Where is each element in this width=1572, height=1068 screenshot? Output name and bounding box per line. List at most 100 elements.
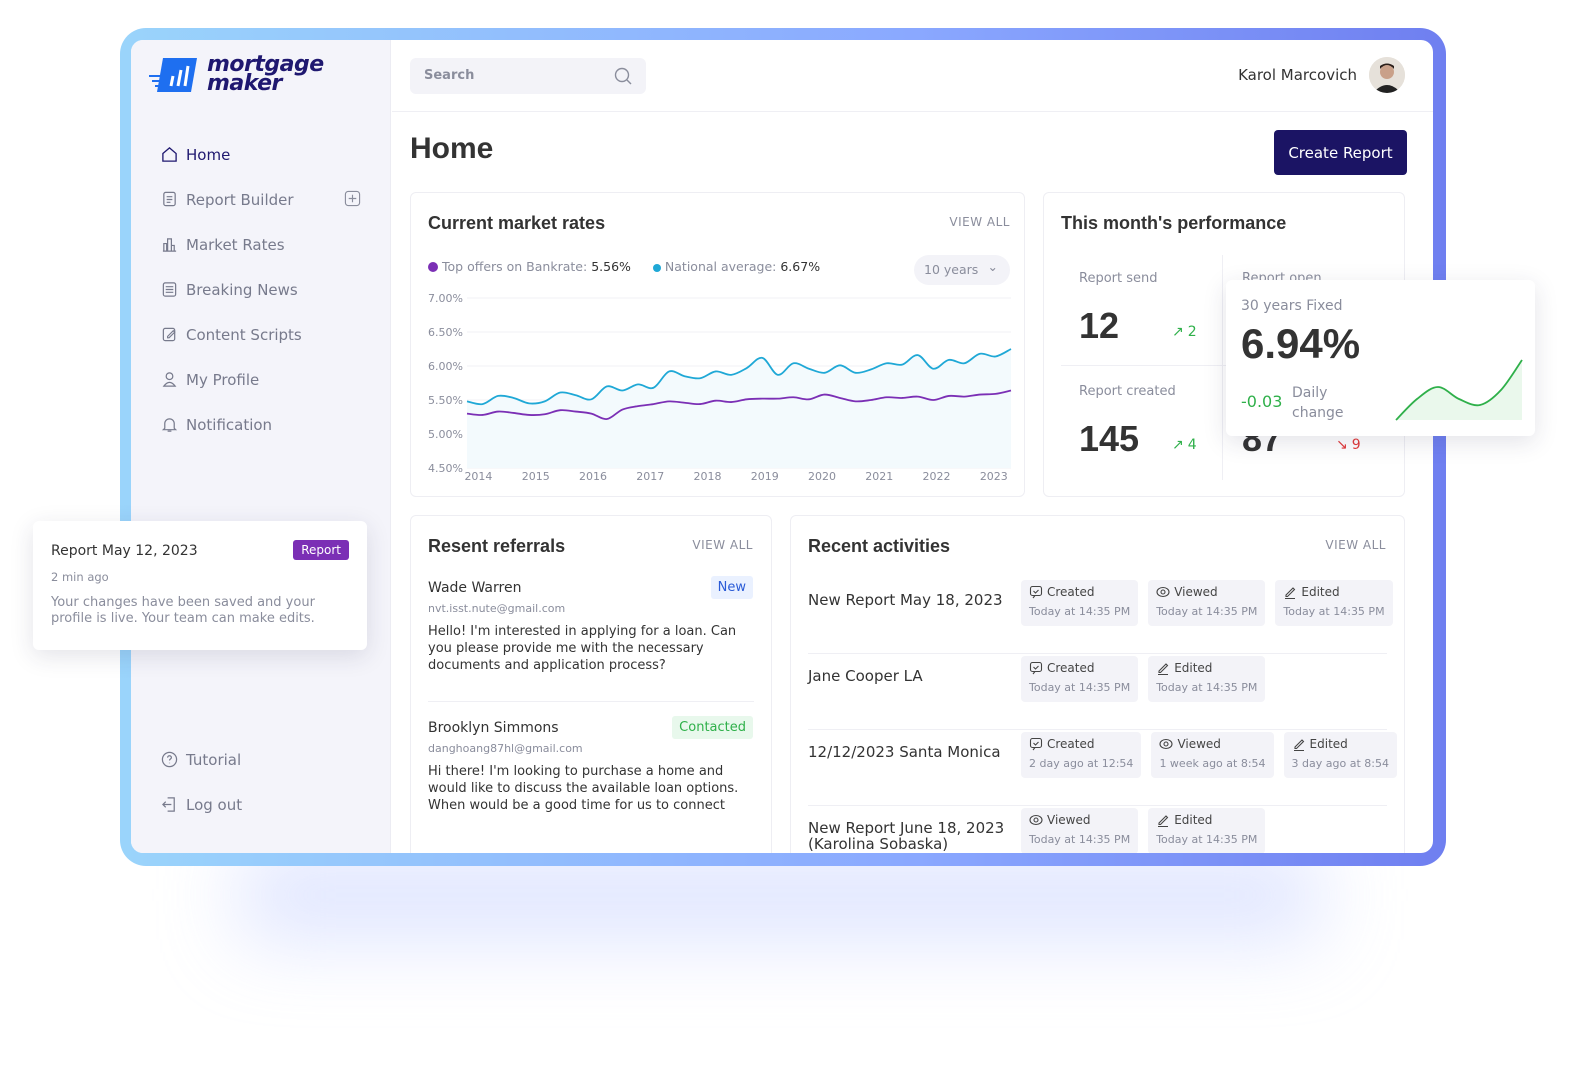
activity-row[interactable]: 12/12/2023 Santa Monica Created 2 day ago … (808, 730, 1397, 806)
trend-up-icon: ↗ (1172, 437, 1184, 453)
y-tick-label: 4.50% (428, 462, 463, 475)
activity-title: New Report May 18, 2023 (808, 591, 1003, 609)
x-tick-label: 2017 (636, 470, 664, 483)
activity-event-chip: Edited 3 day ago at 8:54 (1283, 732, 1397, 778)
metric-delta: ↗ 4 (1172, 437, 1197, 453)
event-time: Today at 14:35 PM (1156, 605, 1258, 618)
chart-legend: Top offers on Bankrate: 5.56% National av… (428, 259, 820, 274)
fixed-rate-label: 30 years Fixed (1241, 298, 1343, 314)
view-all-link[interactable]: VIEW ALL (949, 215, 1010, 229)
sidebar-item-content-scripts[interactable]: Content Scripts (161, 312, 361, 357)
user-icon (161, 371, 178, 388)
delta-value: 2 (1187, 324, 1197, 340)
event-type: Viewed (1174, 585, 1218, 599)
pencil-icon (1293, 739, 1304, 751)
bar-chart-icon (161, 236, 178, 253)
delta-value: 4 (1187, 437, 1197, 453)
toast-time: 2 min ago (51, 570, 109, 584)
sidebar-bottom-nav: Tutorial Log out (161, 737, 361, 827)
legend-item: National average: 6.67% (652, 259, 820, 274)
event-time: 3 day ago at 8:54 (1291, 757, 1389, 770)
document-icon (161, 191, 178, 208)
metric-value: 145 (1079, 418, 1140, 459)
activity-title: 12/12/2023 Santa Monica (808, 743, 1001, 761)
user-name: Karol Marcovich (1238, 66, 1357, 84)
series-line-national-average (466, 348, 1012, 406)
range-dropdown[interactable]: 10 years ⌄ (914, 255, 1010, 285)
sidebar-item-label: Market Rates (186, 235, 285, 254)
sidebar-item-home[interactable]: Home (161, 132, 361, 177)
activity-row[interactable]: New Report May 18, 2023 Created Today at 1… (808, 578, 1393, 654)
search-icon[interactable] (614, 67, 632, 85)
toast-title: Report May 12, 2023 (51, 543, 198, 559)
referrals-card: Resent referrals VIEW ALL Wade Warren New… (410, 515, 772, 853)
activity-row[interactable]: New Report June 18, 2023 (Karolina Sobas… (808, 806, 1387, 853)
view-all-link[interactable]: VIEW ALL (692, 538, 753, 552)
sidebar-item-market-rates[interactable]: Market Rates (161, 222, 361, 267)
event-time: Today at 14:35 PM (1156, 833, 1258, 846)
sparkline-chart (1395, 359, 1523, 421)
activity-event-chip: Viewed Today at 14:35 PM (1021, 808, 1139, 853)
activity-row[interactable]: Jane Cooper LA Created Today at 14:35 PM Ed… (808, 654, 1387, 730)
sidebar-item-tutorial[interactable]: Tutorial (161, 737, 361, 782)
fixed-rate-value: 6.94% (1241, 320, 1361, 367)
pencil-icon (1158, 815, 1169, 827)
logout-icon (161, 796, 178, 813)
trend-up-icon: ↗ (1172, 324, 1184, 340)
pencil-icon (1285, 587, 1296, 599)
report-badge: Report (293, 540, 349, 560)
card-title: Recent activities (808, 536, 951, 556)
sidebar-item-notification[interactable]: Notification (161, 402, 361, 447)
legend-dot (652, 264, 661, 272)
referral-message: Hi there! I'm looking to purchase a home… (428, 764, 739, 813)
referral-item[interactable]: Wade Warren New nvt.isst.nute@gmail.com Hel… (428, 576, 753, 674)
activity-event-chip: Viewed Today at 14:35 PM (1148, 580, 1266, 626)
activity-title: Jane Cooper LA (808, 667, 923, 685)
sidebar-item-label: Content Scripts (186, 325, 302, 344)
legend-item: Top offers on Bankrate: 5.56% (428, 259, 631, 274)
event-time: Today at 14:35 PM (1029, 681, 1131, 694)
activities-card: Recent activities VIEW ALL New Report Ma… (790, 515, 1405, 853)
status-badge: New (710, 576, 753, 599)
eye-icon (1156, 586, 1170, 598)
card-title: Current market rates (428, 213, 606, 233)
notification-toast: Report May 12, 2023 Report 2 min ago You… (33, 521, 367, 650)
create-report-button[interactable]: Create Report (1274, 130, 1407, 175)
bell-icon (161, 416, 178, 433)
topbar: Search Karol Marcovich (392, 40, 1433, 112)
legend-value: 5.56% (591, 259, 631, 274)
market-rates-card: Current market rates VIEW ALL Top offers… (410, 192, 1025, 497)
y-tick-label: 7.00% (428, 292, 463, 305)
divider (1222, 255, 1223, 480)
card-title: This month's performance (1061, 213, 1287, 233)
referral-item[interactable]: Brooklyn Simmons Contacted danghoang87hl@g… (428, 716, 753, 814)
x-tick-label: 2015 (522, 470, 550, 483)
pencil-icon (1158, 663, 1169, 675)
event-time: Today at 14:35 PM (1156, 681, 1258, 694)
sidebar-item-label: Log out (186, 795, 243, 814)
sidebar-item-label: My Profile (186, 370, 260, 389)
daily-change-value: -0.03 (1241, 392, 1283, 411)
activity-event-chip: Created Today at 14:35 PM (1021, 656, 1139, 702)
event-type: Edited (1301, 585, 1340, 599)
sidebar-item-breaking-news[interactable]: Breaking News (161, 267, 361, 312)
help-icon (161, 751, 178, 768)
logo-text-line2: maker (207, 71, 282, 96)
event-type: Viewed (1047, 813, 1091, 827)
search-input[interactable]: Search (410, 58, 646, 94)
fixed-rate-popover: 30 years Fixed 6.94% -0.03 Daily change (1226, 280, 1535, 436)
add-report-icon[interactable] (344, 190, 361, 211)
search-placeholder: Search (424, 68, 475, 83)
x-tick-label: 2021 (865, 470, 893, 483)
sidebar-item-log-out[interactable]: Log out (161, 782, 361, 827)
activity-event-chip: Created 2 day ago at 12:54 (1021, 732, 1142, 778)
sidebar-item-report-builder[interactable]: Report Builder (161, 177, 361, 222)
view-all-link[interactable]: VIEW ALL (1325, 538, 1386, 552)
y-tick-label: 6.50% (428, 326, 463, 339)
trend-down-icon: ↘ (1336, 437, 1348, 453)
avatar[interactable] (1369, 57, 1405, 93)
user-menu[interactable]: Karol Marcovich (1238, 57, 1405, 93)
sidebar-nav: Home Report Builder Market Rates Breaking N… (161, 132, 361, 447)
metric-delta: ↗ 2 (1172, 324, 1197, 340)
sidebar-item-my-profile[interactable]: My Profile (161, 357, 361, 402)
